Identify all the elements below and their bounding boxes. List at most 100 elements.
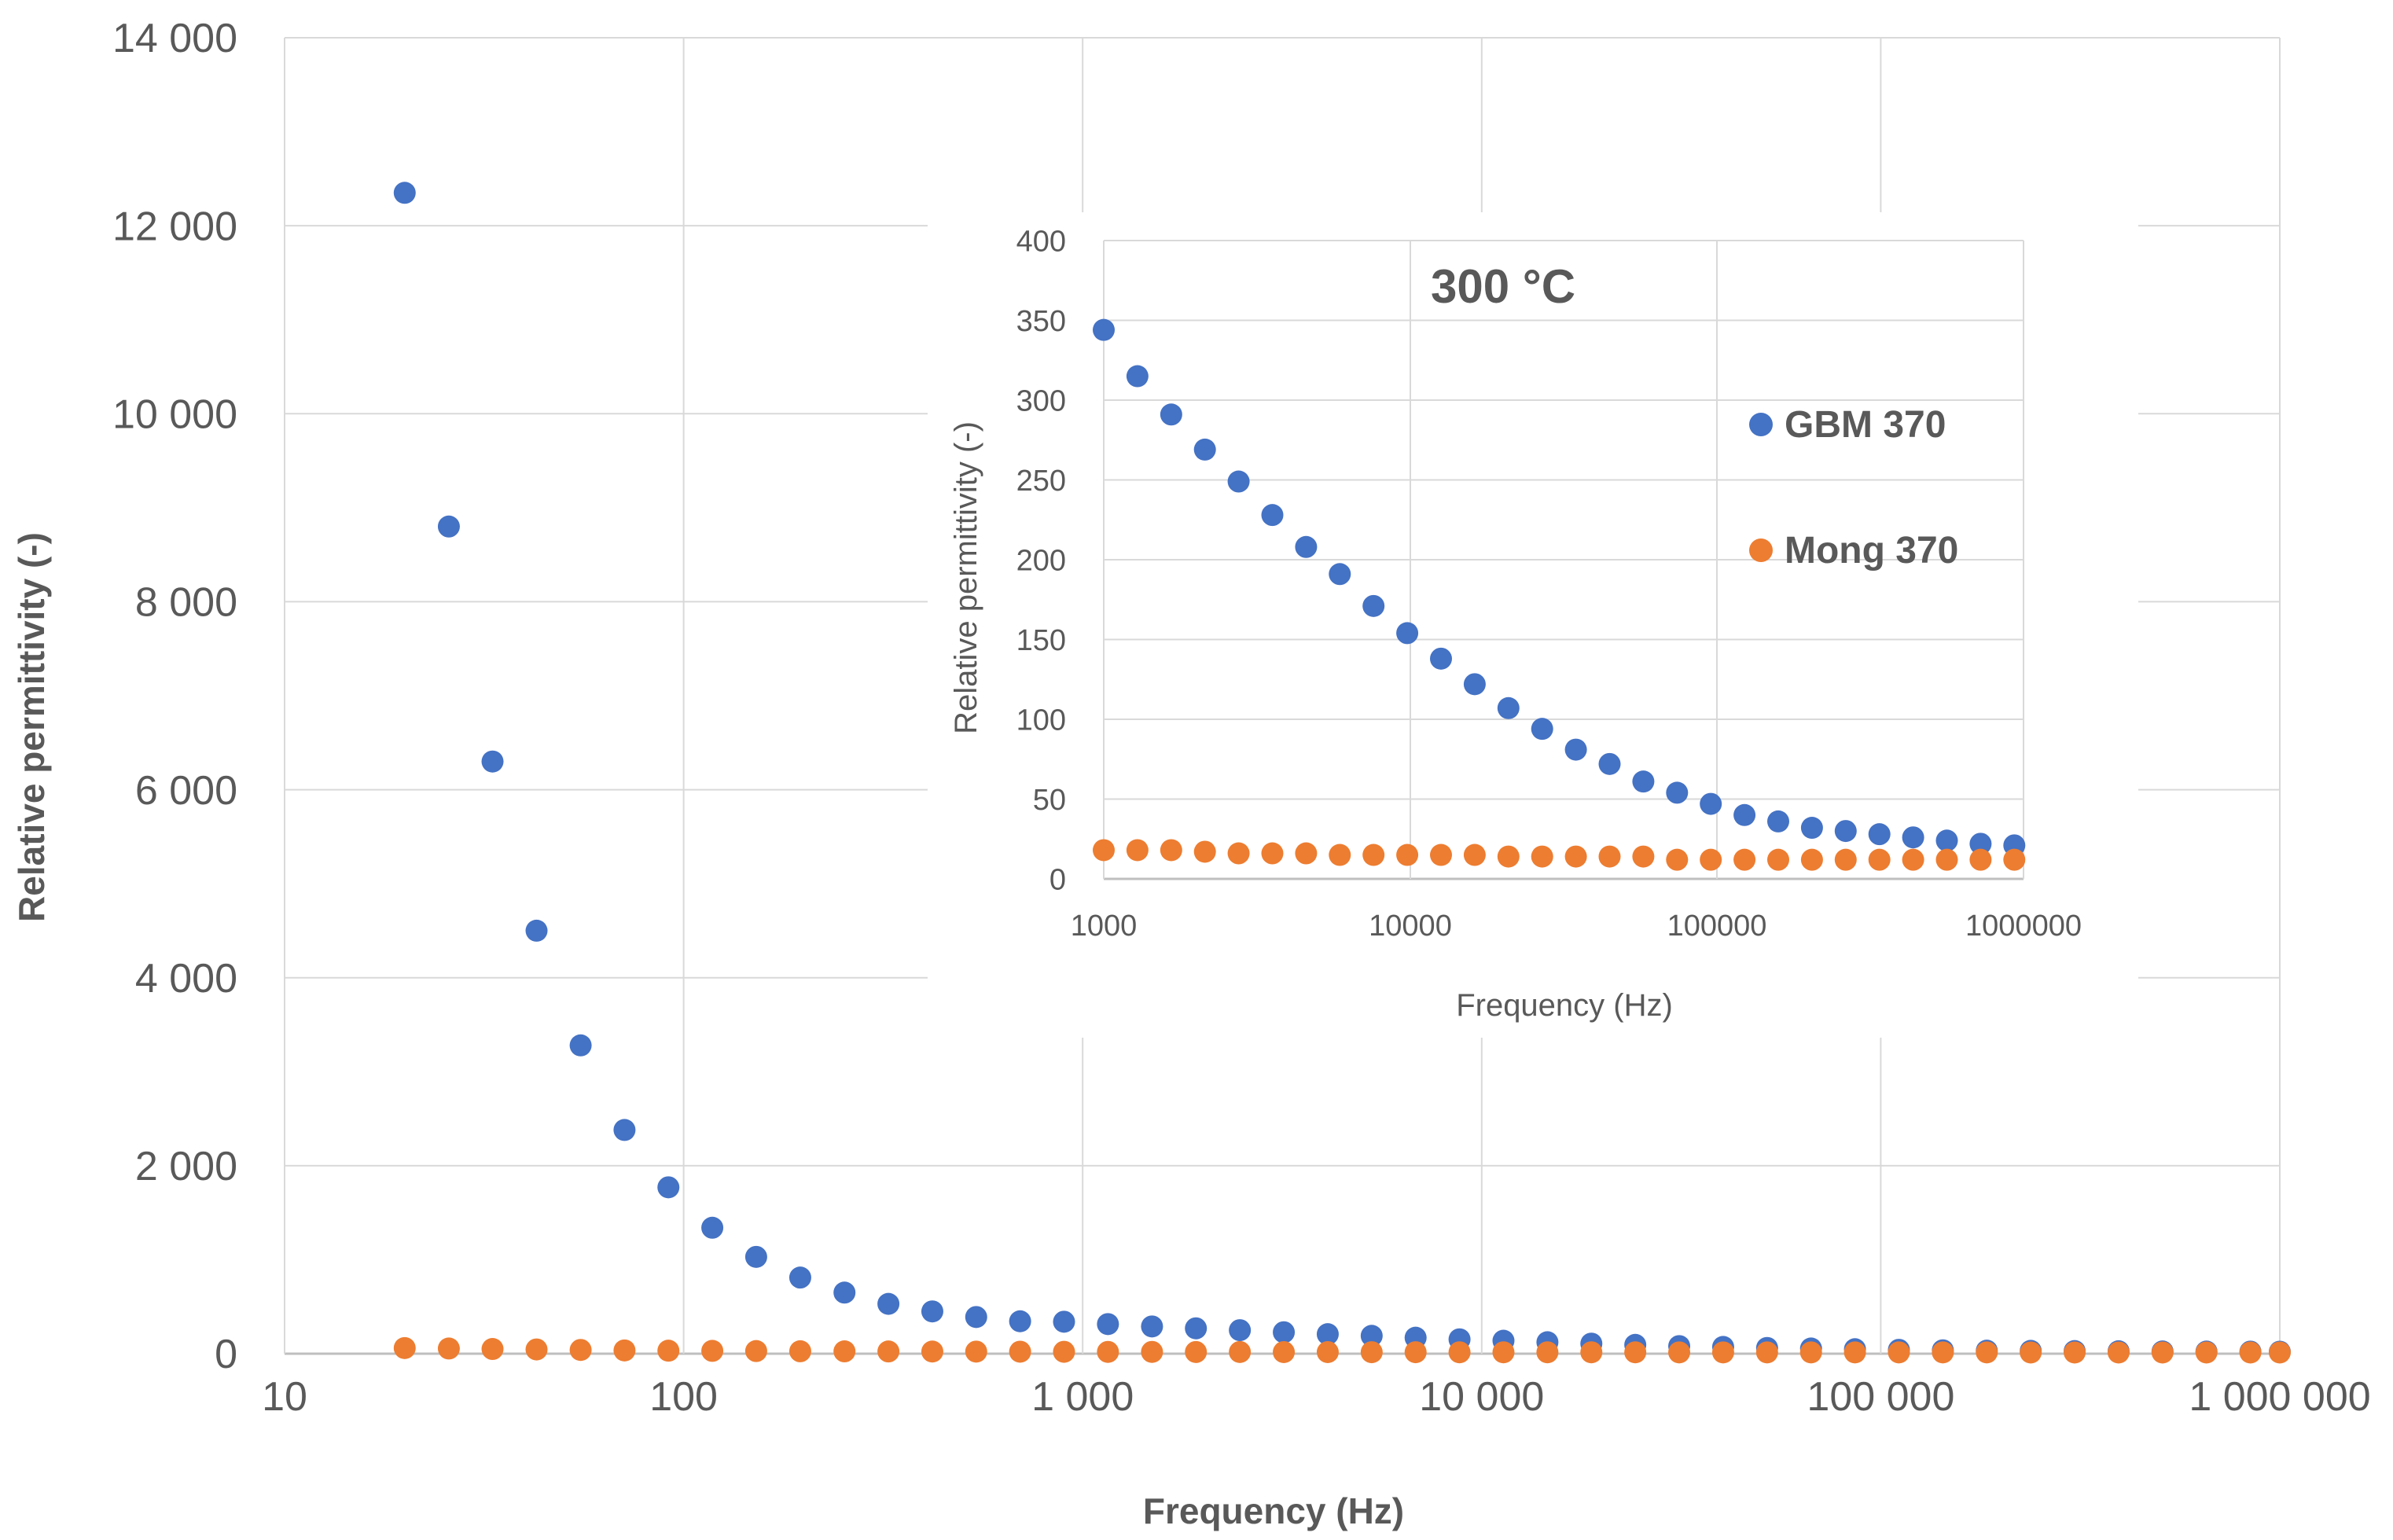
y-tick-label: 0	[215, 1332, 237, 1377]
x-tick-label: 1000000	[1965, 910, 2082, 943]
y-tick-label: 12 000	[112, 204, 237, 249]
gbm-370-point	[788, 1266, 811, 1289]
legend-marker-mong-370	[1749, 538, 1773, 562]
gbm-370-point	[481, 750, 504, 773]
x-tick-label: 1 000	[1031, 1374, 1134, 1420]
gbm-370-point	[569, 1034, 592, 1057]
x-tick-label: 1000	[1071, 910, 1138, 943]
mong-370-point	[1711, 1341, 1734, 1364]
inset-legend: GBM 370 Mong 370	[1749, 404, 1958, 572]
x-tick-label: 10 000	[1419, 1374, 1544, 1420]
mong-370-point	[1755, 1341, 1778, 1364]
mong-370-point	[1093, 839, 1115, 862]
gbm-370-point	[1261, 504, 1284, 527]
mong-370-point	[1126, 839, 1149, 862]
mong-370-point	[1141, 1340, 1163, 1363]
gbm-370-point	[1834, 820, 1857, 843]
mong-370-point	[2107, 1341, 2130, 1364]
y-tick-label: 6 000	[135, 768, 237, 814]
gbm-370-point	[393, 182, 416, 204]
mong-370-point	[1429, 844, 1452, 866]
mong-370-point	[1009, 1340, 1031, 1363]
gbm-370-point	[1598, 752, 1621, 775]
gbm-370-point	[1193, 438, 1216, 461]
gbm-370-point	[1902, 826, 1924, 849]
gbm-370-point	[1229, 1319, 1252, 1342]
gbm-370-point	[833, 1281, 856, 1304]
x-tick-label: 100 000	[1807, 1374, 1954, 1420]
mong-370-point	[1329, 844, 1351, 866]
mong-370-point	[1668, 1341, 1691, 1364]
gbm-370-point	[657, 1176, 680, 1199]
mong-370-point	[965, 1340, 987, 1363]
y-tick-label: 10 000	[112, 391, 237, 437]
inset-y-axis-title: Relative permittivity (-)	[949, 421, 983, 734]
mong-370-point	[2151, 1341, 2174, 1364]
gbm-370-point	[1097, 1313, 1119, 1336]
legend-marker-gbm-370	[1749, 413, 1773, 436]
gbm-370-point	[1009, 1310, 1031, 1332]
gbm-370-point	[437, 515, 460, 538]
mong-370-point	[1316, 1340, 1339, 1363]
inset-title: 300 °C	[1431, 260, 1575, 313]
mong-370-point	[1766, 848, 1789, 871]
gbm-370-point	[1227, 470, 1250, 493]
x-tick-label: 1 000 000	[2189, 1374, 2370, 1420]
mong-370-point	[1935, 848, 1958, 871]
gbm-370-point	[1053, 1310, 1075, 1333]
x-tick-label: 10000	[1369, 910, 1452, 943]
inset-y-tick-labels: 0 50 100 150 200 250 300 350 400	[1016, 225, 1066, 896]
x-tick-label: 10	[262, 1374, 307, 1420]
y-tick-label: 300	[1016, 384, 1066, 417]
mong-370-point	[1193, 840, 1216, 863]
mong-370-point	[1888, 1341, 1910, 1364]
gbm-370-point	[921, 1300, 943, 1323]
mong-370-point	[657, 1340, 680, 1362]
mong-370-point	[1598, 845, 1621, 868]
mong-370-point	[1632, 845, 1655, 868]
mong-370-point	[2269, 1341, 2291, 1364]
gbm-370-point	[1160, 403, 1182, 426]
gbm-370-point	[1935, 829, 1958, 852]
gbm-370-point	[1329, 563, 1351, 586]
mong-370-point	[569, 1339, 592, 1362]
mong-370-point	[1580, 1341, 1603, 1364]
y-tick-label: 0	[1049, 863, 1066, 896]
gbm-370-point	[525, 919, 548, 942]
mong-370-point	[1492, 1341, 1515, 1364]
mong-370-point	[1624, 1341, 1647, 1364]
mong-370-point	[1160, 839, 1182, 862]
mong-370-point	[1362, 844, 1385, 866]
gbm-370-point	[877, 1292, 900, 1315]
mong-370-point	[1053, 1340, 1075, 1363]
gbm-370-point	[1093, 318, 1115, 341]
y-tick-label: 200	[1016, 544, 1066, 577]
mong-370-point	[2020, 1341, 2042, 1364]
mong-370-point	[744, 1340, 767, 1362]
gbm-370-point	[1733, 803, 1756, 826]
legend-label-gbm-370: GBM 370	[1785, 404, 1946, 446]
inset-x-tick-labels: 1000 10000 100000 1000000	[1071, 910, 2082, 943]
x-tick-label: 100000	[1667, 910, 1767, 943]
main-y-axis-title: Relative permittivity (-)	[11, 532, 52, 922]
mong-370-point	[1097, 1340, 1119, 1363]
mong-370-point	[437, 1337, 460, 1360]
mong-370-point	[1969, 848, 1992, 871]
mong-370-point	[1185, 1340, 1208, 1363]
mong-370-point	[833, 1340, 856, 1363]
mong-370-point	[1799, 1341, 1822, 1364]
inset-series-gbm-370	[1093, 318, 2026, 857]
mong-370-point	[1868, 848, 1891, 871]
y-tick-label: 2 000	[135, 1144, 237, 1189]
gbm-370-point	[1273, 1321, 1296, 1343]
y-tick-label: 50	[1033, 784, 1066, 817]
y-tick-label: 150	[1016, 624, 1066, 657]
mong-370-point	[1360, 1341, 1383, 1364]
gbm-370-point	[1766, 810, 1789, 832]
mong-370-point	[788, 1340, 811, 1362]
mong-370-point	[1834, 848, 1857, 871]
mong-370-point	[525, 1338, 548, 1361]
x-tick-label: 100	[649, 1374, 718, 1420]
